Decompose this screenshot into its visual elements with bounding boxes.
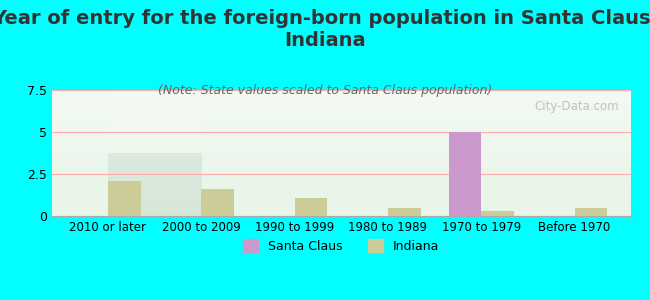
Legend: Santa Claus, Indiana: Santa Claus, Indiana	[239, 234, 444, 258]
Bar	[575, 208, 607, 216]
Bar	[108, 181, 140, 216]
Text: (Note: State values scaled to Santa Claus population): (Note: State values scaled to Santa Clau…	[158, 84, 492, 97]
Bar	[481, 211, 514, 216]
Bar	[202, 189, 234, 216]
Text: Year of entry for the foreign-born population in Santa Claus,
Indiana: Year of entry for the foreign-born popul…	[0, 9, 650, 50]
Bar	[448, 132, 481, 216]
Bar	[388, 208, 421, 216]
Bar	[294, 197, 327, 216]
Text: City-Data.com: City-Data.com	[534, 100, 619, 113]
